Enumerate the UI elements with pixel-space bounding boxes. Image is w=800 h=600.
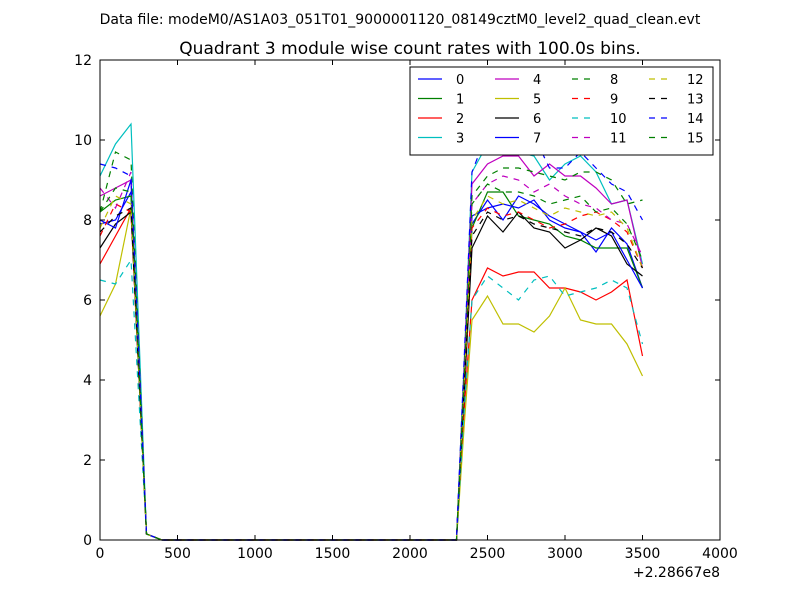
x-tick-label: 3500: [625, 546, 661, 562]
y-tick-label: 0: [83, 533, 92, 549]
legend-label-9: 9: [610, 93, 618, 108]
legend-label-10: 10: [610, 112, 627, 127]
legend-label-5: 5: [533, 93, 541, 108]
legend-label-12: 12: [687, 73, 704, 88]
x-offset-label: +2.28667e8: [633, 565, 720, 581]
suptitle: Data file: modeM0/AS1A03_051T01_90000011…: [100, 12, 701, 28]
y-tick-label: 10: [74, 133, 92, 149]
legend-label-13: 13: [687, 93, 704, 108]
y-tick-label: 4: [83, 373, 92, 389]
x-tick-label: 1500: [315, 546, 351, 562]
legend-label-14: 14: [687, 112, 704, 127]
legend-label-15: 15: [687, 132, 704, 147]
x-tick-label: 1000: [237, 546, 273, 562]
legend-box: [409, 66, 714, 156]
axis-layer: 0 500 1000 1500 2000 2500 3000 3500 400002468101…: [74, 53, 738, 562]
x-tick-label: 0: [96, 546, 105, 562]
legend-label-6: 6: [533, 112, 541, 127]
legend-label-11: 11: [610, 132, 627, 147]
chart-title: Quadrant 3 module wise count rates with …: [179, 39, 640, 59]
y-tick-label: 8: [83, 213, 92, 229]
x-tick-label: 2000: [392, 546, 428, 562]
x-tick-label: 500: [164, 546, 191, 562]
legend-label-4: 4: [533, 73, 541, 88]
x-tick-label: 4000: [702, 546, 738, 562]
legend-label-7: 7: [533, 132, 541, 147]
x-tick-label: 2500: [470, 546, 506, 562]
legend-label-3: 3: [456, 132, 464, 147]
legend-label-0: 0: [456, 73, 464, 88]
legend-label-2: 2: [456, 112, 464, 127]
x-tick-label: 3000: [547, 546, 583, 562]
y-tick-label: 6: [83, 293, 92, 309]
y-tick-label: 2: [83, 453, 92, 469]
legend-label-8: 8: [610, 73, 618, 88]
legend-label-1: 1: [456, 93, 464, 108]
y-tick-label: 12: [74, 53, 92, 69]
